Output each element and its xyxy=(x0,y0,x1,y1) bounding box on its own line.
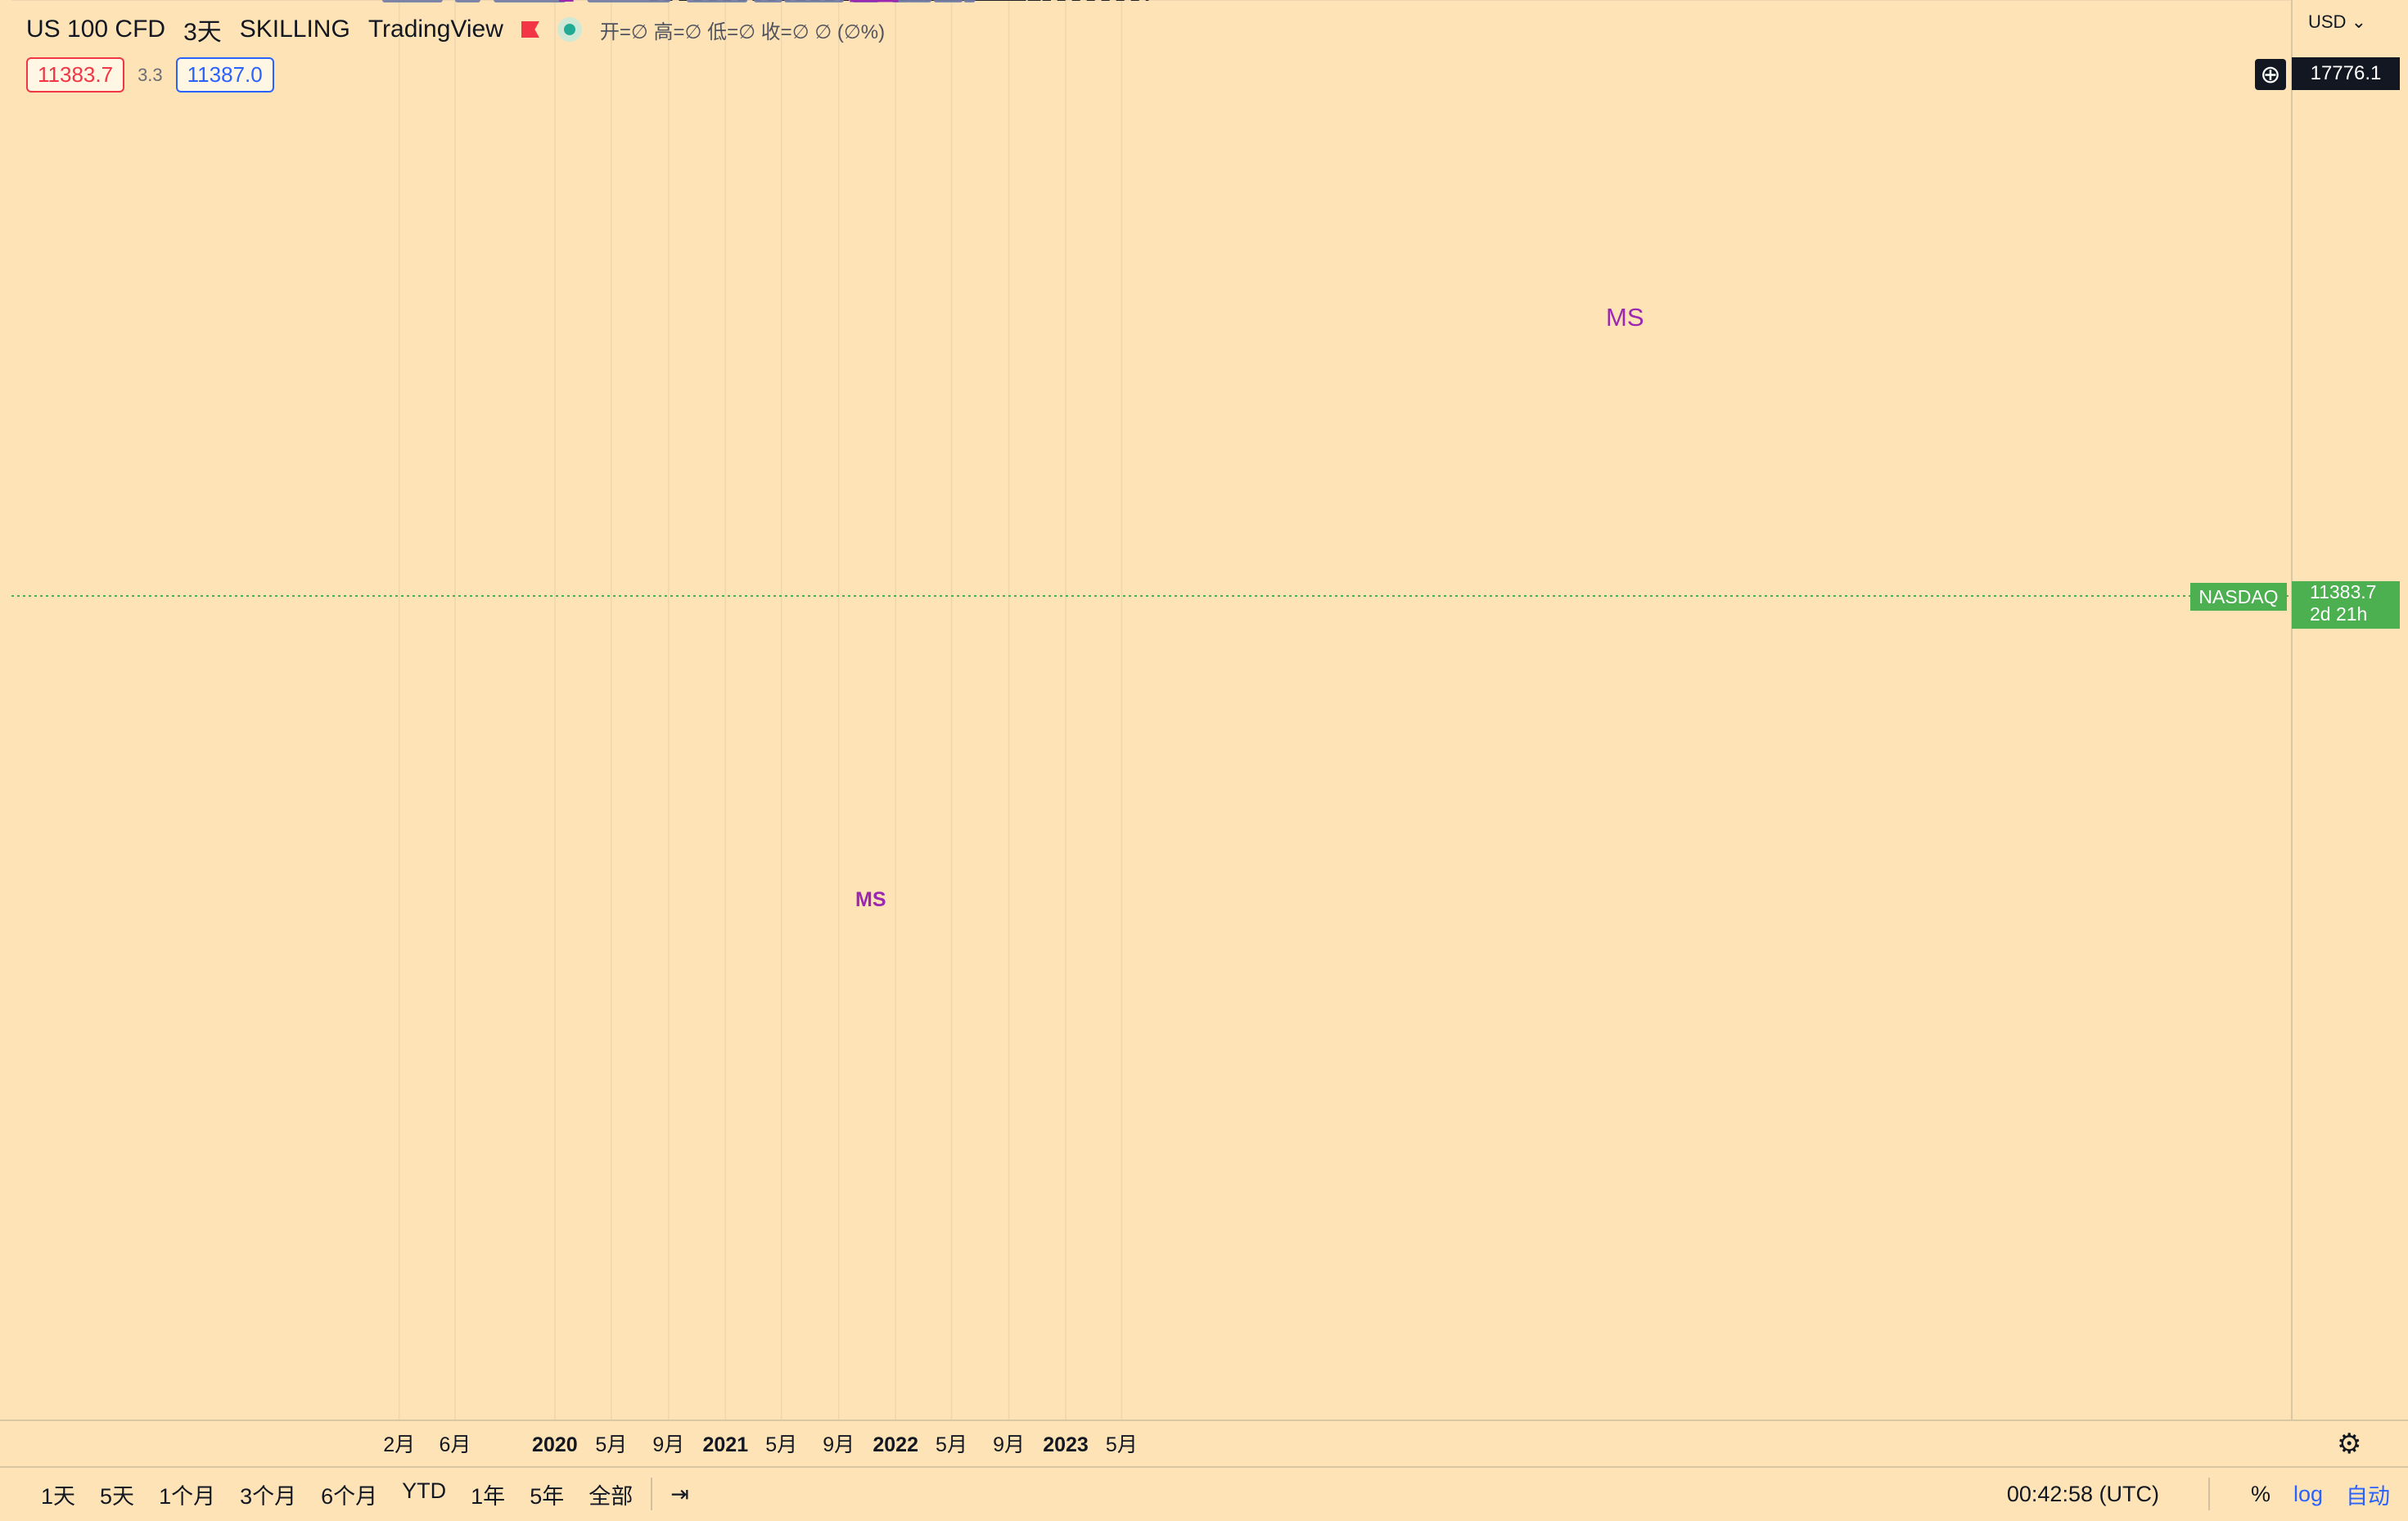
time-tick-label: 5月 xyxy=(595,1433,627,1456)
chevron-down-icon: ⌄ xyxy=(2351,11,2367,32)
symbol-price-label: NASDAQ xyxy=(2190,583,2287,611)
symbol-name[interactable]: US 100 CFD xyxy=(26,16,166,43)
range-button[interactable]: 1天 xyxy=(41,1483,76,1509)
crosshair-price-tag: 17776.1 xyxy=(2292,57,2400,90)
spread-value: 3.3 xyxy=(138,64,163,85)
price-tick-label: 8650.0 xyxy=(2316,0,2379,5)
price-tick-label: 17500.0 xyxy=(2311,0,2384,5)
price-tick-label: 10650.0 xyxy=(2311,0,2384,5)
range-button[interactable]: 1年 xyxy=(471,1483,506,1509)
divider xyxy=(2207,1478,2210,1510)
price-tick-label: 8250.0 xyxy=(2316,0,2379,5)
price-tick-label: 14100.0 xyxy=(2311,0,2384,5)
price-tick-label: 15700.0 xyxy=(2311,0,2384,5)
price-tick-label: 6190.0 xyxy=(2316,0,2379,5)
price-tick-label: 6470.0 xyxy=(2316,0,2379,5)
price-tick-label: 12500.0 xyxy=(2311,0,2384,5)
range-button[interactable]: 6个月 xyxy=(321,1483,378,1509)
bar-countdown: 2d 21h xyxy=(2310,603,2368,625)
ms-label-2021: MS xyxy=(1606,303,1644,332)
range-button[interactable]: 5年 xyxy=(530,1483,565,1509)
bottom-toolbar: 1天 5天 1个月 3个月 6个月 YTD 1年 5年 全部 ⇥ 00:42:58 (UTC) … xyxy=(0,1467,2408,1521)
time-tick-label: 9月 xyxy=(823,1433,855,1456)
price-tick-label: 9450.0 xyxy=(2316,0,2379,5)
broker-label: SKILLING xyxy=(239,16,350,43)
price-tick-label: 7050.0 xyxy=(2316,0,2379,5)
range-button[interactable]: 5天 xyxy=(100,1483,135,1509)
time-tick-label: 9月 xyxy=(652,1433,684,1456)
range-selector: 1天 5天 1个月 3个月 6个月 YTD 1年 5年 全部 xyxy=(41,1478,633,1510)
currency-label: USD xyxy=(2308,11,2347,32)
price-tick-label: 6750.0 xyxy=(2316,0,2379,5)
utc-clock[interactable]: 00:42:58 (UTC) xyxy=(2006,1481,2159,1506)
time-tick-label: 5月 xyxy=(1106,1433,1138,1456)
chart-header: US 100 CFD 3天 SKILLING TradingView 开=∅ 高… xyxy=(26,11,885,47)
time-tick-label: 2022 xyxy=(873,1433,918,1456)
range-button[interactable]: YTD xyxy=(402,1478,447,1503)
add-icon[interactable]: ⊕ xyxy=(2255,59,2286,90)
gear-icon[interactable]: ⚙ xyxy=(2337,1428,2362,1460)
range-button[interactable]: 1个月 xyxy=(159,1483,216,1509)
price-tick-label: 9050.0 xyxy=(2316,0,2379,5)
time-tick-label: 2023 xyxy=(1043,1433,1089,1456)
time-tick-label: 5月 xyxy=(936,1433,967,1456)
price-tick-label: 10050.0 xyxy=(2311,0,2384,5)
time-tick-label: 5月 xyxy=(765,1433,797,1456)
log-toggle[interactable]: log xyxy=(2293,1481,2323,1506)
time-tick-label: 9月 xyxy=(993,1433,1025,1456)
ohlc-readout: 开=∅ 高=∅ 低=∅ 收=∅ ∅ (∅%) xyxy=(599,20,886,43)
last-price-tag: 11383.7 2d 21h xyxy=(2292,581,2400,629)
price-tick-label: 13300.0 xyxy=(2311,0,2384,5)
auto-scale-toggle[interactable]: 自动 xyxy=(2346,1483,2390,1509)
divider xyxy=(651,1478,653,1510)
time-tick-label: 2021 xyxy=(702,1433,748,1456)
time-tick-label: 6月 xyxy=(440,1433,471,1456)
price-tick-label: 7450.0 xyxy=(2316,0,2379,5)
quote-panel: 11383.7 3.3 11387.0 xyxy=(26,57,274,93)
interval-label[interactable]: 3天 xyxy=(183,19,222,46)
percent-toggle[interactable]: % xyxy=(2250,1481,2270,1506)
market-open-icon xyxy=(557,17,582,42)
price-tick-label: 7850.0 xyxy=(2316,0,2379,5)
goto-date-icon[interactable]: ⇥ xyxy=(670,1481,689,1506)
currency-selector[interactable]: USD ⌄ xyxy=(2308,11,2366,33)
flag-icon[interactable] xyxy=(521,21,539,38)
range-button[interactable]: 3个月 xyxy=(240,1483,297,1509)
price-tick-label: 11750.0 xyxy=(2311,0,2384,5)
range-button[interactable]: 全部 xyxy=(588,1483,634,1509)
time-axis: 2月 6月 2020 5月 9月 2021 5月 9月 2022 5月 9月 2023 5月 xyxy=(383,1433,1138,1456)
price-tick-label: 14900.0 xyxy=(2311,0,2384,5)
last-price-value: 11383.7 xyxy=(2310,581,2377,603)
platform-label: TradingView xyxy=(368,16,503,43)
price-tick-label: 5930.0 xyxy=(2316,0,2379,5)
time-tick-label: 2月 xyxy=(383,1433,415,1456)
ms-label-2020: MS xyxy=(855,888,886,911)
price-tick-label: 16500.0 xyxy=(2311,0,2384,5)
price-tick-label: 5680.0 xyxy=(2316,0,2379,5)
sell-button[interactable]: 11383.7 xyxy=(26,57,125,93)
time-tick-label: 2020 xyxy=(532,1433,578,1456)
price-axis: 17500.016500.015700.014900.014100.013300… xyxy=(2311,0,2384,5)
buy-button[interactable]: 11387.0 xyxy=(175,57,274,93)
